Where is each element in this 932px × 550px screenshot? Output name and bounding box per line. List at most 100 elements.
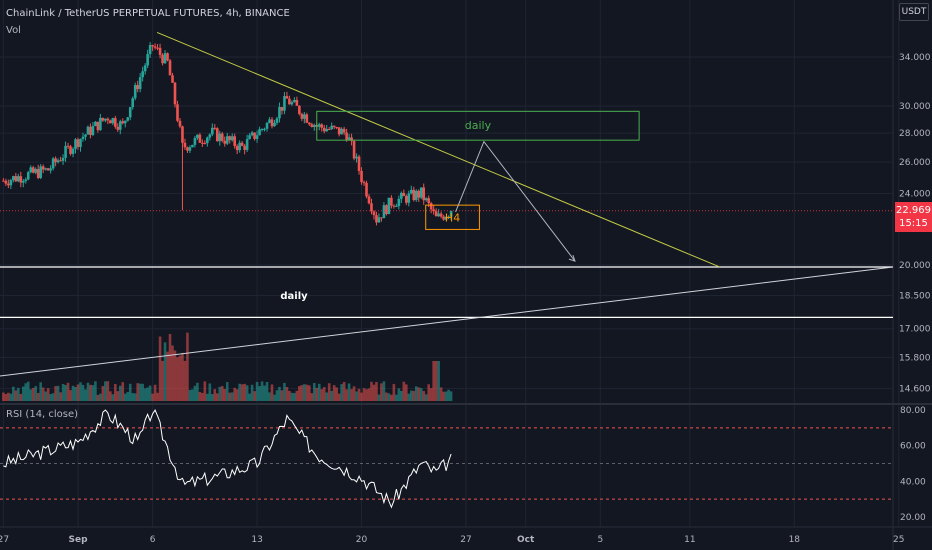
candle-body [176, 104, 179, 121]
volume-bar [392, 383, 396, 401]
volume-bar [111, 394, 115, 401]
price-tick-label: 14.600 [899, 384, 931, 394]
volume-bar [49, 394, 52, 401]
candle-body [310, 124, 314, 127]
rsi-title[interactable]: RSI (14, close) [6, 409, 79, 420]
volume-bar [89, 384, 92, 401]
candle-body [153, 46, 157, 48]
volume-bar [201, 392, 204, 401]
candle-body [412, 189, 416, 201]
candle-body [201, 142, 204, 144]
volume-bar [36, 392, 40, 401]
volume-bar [285, 387, 289, 401]
candle-body [24, 179, 28, 182]
volume-bar [225, 382, 229, 401]
candle-body [248, 135, 251, 140]
volume-bar [332, 385, 336, 401]
volume-bar [213, 389, 217, 401]
volume-bar [158, 336, 162, 401]
volume-bar [211, 394, 214, 401]
candle-body [109, 120, 112, 124]
volume-bar [288, 390, 291, 401]
candle-body [422, 187, 426, 201]
candle-body [89, 126, 92, 135]
candle-body [133, 85, 137, 99]
candle-body [218, 133, 222, 142]
price-tick-label: 28.000 [899, 129, 931, 139]
candle-body [193, 138, 197, 145]
candle-body [81, 136, 85, 139]
candle-body [283, 96, 286, 111]
candle-body [355, 156, 358, 159]
candle-body [84, 134, 87, 137]
price-tick-label: 15.800 [899, 353, 931, 363]
candle-body [79, 138, 82, 147]
volume-bar [444, 391, 448, 401]
candle-body [405, 196, 408, 203]
volume-bar [206, 393, 209, 401]
candle-body [367, 196, 371, 204]
volume-bar [347, 383, 351, 401]
candle-body [118, 121, 122, 130]
volume-label[interactable]: Vol [6, 25, 21, 36]
candle-body [372, 211, 376, 216]
volume-bar [240, 384, 244, 401]
candle-body [305, 114, 309, 123]
candle-body [357, 156, 361, 171]
candle-body [409, 189, 413, 194]
volume-bar [432, 361, 435, 401]
volume-bar [407, 393, 411, 401]
h4-zone-label: H4 [445, 211, 460, 224]
volume-bar [220, 386, 224, 401]
time-tick-label: 27 [460, 535, 471, 545]
candle-body [233, 136, 236, 147]
candle-body [235, 146, 239, 151]
volume-bar [188, 390, 192, 401]
candle-body [417, 190, 421, 198]
volume-bar [283, 382, 286, 401]
candle-body [390, 197, 393, 206]
volume-bar [12, 386, 15, 401]
candle-body [298, 105, 301, 114]
candle-body [123, 120, 127, 124]
candle-body [121, 121, 125, 124]
last-price-value: 22.969 [896, 205, 931, 216]
currency-selector[interactable]: USDT [899, 3, 929, 21]
volume-bar [385, 392, 388, 401]
volume-bar [191, 389, 194, 401]
volume-bar [84, 389, 87, 401]
candle-body [352, 141, 356, 159]
candle-body [156, 47, 159, 49]
volume-bar [402, 381, 406, 401]
volume-bar [9, 393, 13, 401]
candle-body [400, 192, 403, 199]
rsi-tick-label: 20.00 [900, 513, 926, 523]
volume-bar [228, 392, 232, 401]
volume-bar [41, 387, 45, 401]
candle-body [258, 129, 261, 136]
symbol-title[interactable]: ChainLink / TetherUS PERPETUAL FUTURES, … [6, 8, 290, 19]
candle-body [186, 147, 189, 151]
volume-bar [238, 383, 241, 401]
volume-bar [69, 390, 72, 401]
volume-bar [437, 361, 440, 401]
volume-bar [116, 391, 120, 401]
candle-body [196, 134, 199, 139]
candle-body [387, 197, 391, 215]
candle-body [34, 169, 38, 173]
candle-body [17, 176, 20, 182]
candle-body [56, 160, 60, 163]
volume-bar [166, 351, 169, 401]
drawings[interactable]: daily H4 daily [0, 31, 894, 377]
candle-body [402, 192, 406, 197]
volume-bar [335, 387, 338, 401]
candle-body [146, 54, 149, 66]
candle-body [86, 126, 90, 135]
volume-bar [442, 391, 445, 401]
volume-bar [94, 381, 97, 401]
volume-bar [17, 387, 20, 401]
candle-body [171, 75, 174, 83]
candle-body [290, 102, 294, 105]
volume-bar [218, 386, 222, 401]
